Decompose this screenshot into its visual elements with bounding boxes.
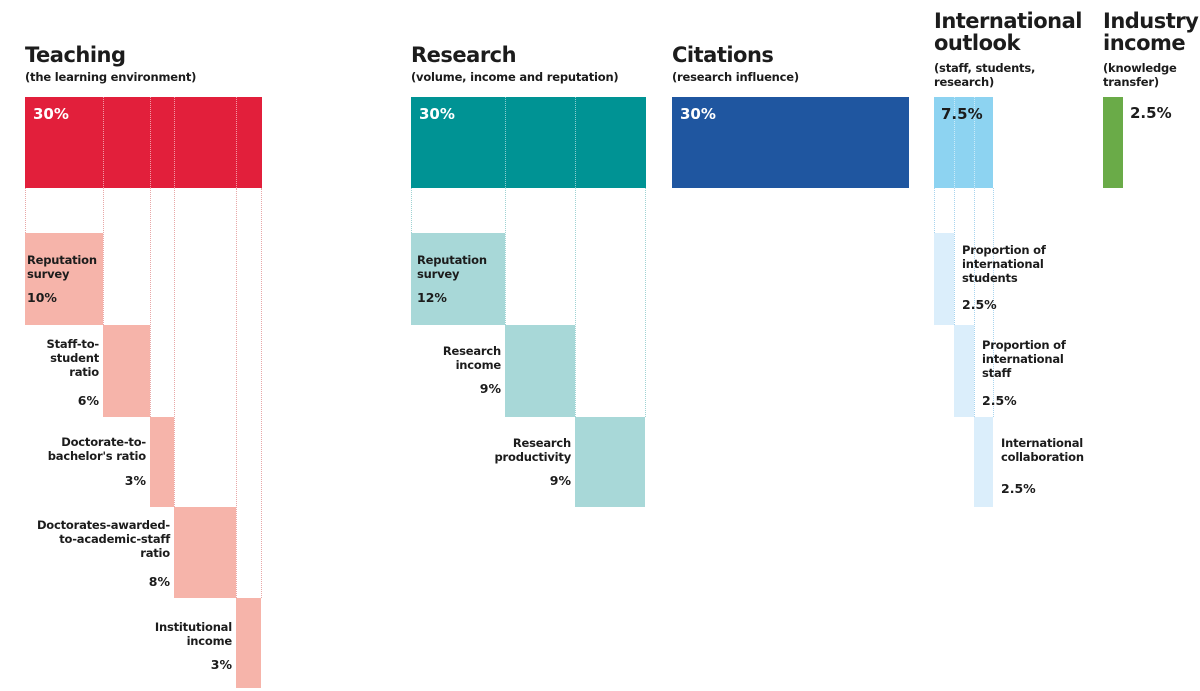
research-reputation-value: 12%	[417, 290, 447, 305]
citations-title: Citations	[672, 43, 774, 67]
research-bar: 30%	[411, 97, 646, 188]
international-title: International outlook	[934, 9, 1083, 55]
teaching-subtitle: (the learning environment)	[25, 70, 197, 84]
research-title: Research	[411, 43, 517, 67]
research-income-block	[505, 325, 575, 417]
industry-bar	[1103, 97, 1123, 188]
teaching-institutional-income-label: Institutional income	[154, 620, 232, 648]
intl-students-block	[934, 233, 954, 325]
teaching-institutional-income-block	[236, 598, 261, 688]
teaching-weight: 30%	[33, 105, 69, 123]
research-reputation-block: Reputation survey 12%	[411, 233, 505, 325]
citations-bar: 30%	[672, 97, 909, 188]
teaching-reputation-block: Reputation survey 10%	[25, 233, 103, 325]
intl-students-value: 2.5%	[962, 297, 997, 312]
industry-subtitle: (knowledge transfer)	[1103, 61, 1177, 89]
industry-title: Industry income	[1103, 9, 1199, 55]
citations-weight: 30%	[680, 105, 716, 123]
teaching-staff-student-label: Staff-to- student ratio	[46, 337, 100, 379]
intl-staff-label: Proportion of international staff	[982, 338, 1066, 380]
industry-weight: 2.5%	[1130, 104, 1172, 122]
intl-staff-block	[954, 325, 974, 417]
teaching-doctorate-bachelor-block	[150, 417, 174, 507]
teaching-doctorates-awarded-label: Doctorates-awarded- to-academic-staff ra…	[36, 518, 170, 560]
teaching-doctorate-bachelor-value: 3%	[124, 473, 146, 488]
teaching-staff-student-value: 6%	[77, 393, 99, 408]
teaching-reputation-label: Reputation survey	[27, 253, 97, 281]
research-productivity-block	[575, 417, 645, 507]
intl-students-label: Proportion of international students	[962, 243, 1046, 285]
teaching-doctorates-awarded-value: 8%	[148, 574, 170, 589]
teaching-doctorates-awarded-block	[174, 507, 236, 598]
citations-subtitle: (research influence)	[672, 70, 799, 84]
teaching-bar: 30%	[25, 97, 262, 188]
research-income-label: Research income	[442, 344, 501, 372]
intl-collaboration-value: 2.5%	[1001, 481, 1036, 496]
research-productivity-value: 9%	[549, 473, 571, 488]
intl-staff-value: 2.5%	[982, 393, 1017, 408]
teaching-title: Teaching	[25, 43, 126, 67]
teaching-doctorate-bachelor-label: Doctorate-to- bachelor's ratio	[47, 435, 146, 463]
intl-collaboration-label: International collaboration	[1001, 436, 1084, 464]
intl-collaboration-block	[974, 417, 993, 507]
international-bar: 7.5%	[934, 97, 993, 188]
teaching-institutional-income-value: 3%	[210, 657, 232, 672]
international-weight: 7.5%	[941, 105, 983, 123]
research-reputation-label: Reputation survey	[417, 253, 487, 281]
research-weight: 30%	[419, 105, 455, 123]
research-income-value: 9%	[479, 381, 501, 396]
research-subtitle: (volume, income and reputation)	[411, 70, 619, 84]
international-subtitle: (staff, students, research)	[934, 61, 1036, 89]
teaching-reputation-value: 10%	[27, 290, 57, 305]
research-productivity-label: Research productivity	[494, 436, 571, 464]
teaching-staff-student-block	[103, 325, 150, 417]
